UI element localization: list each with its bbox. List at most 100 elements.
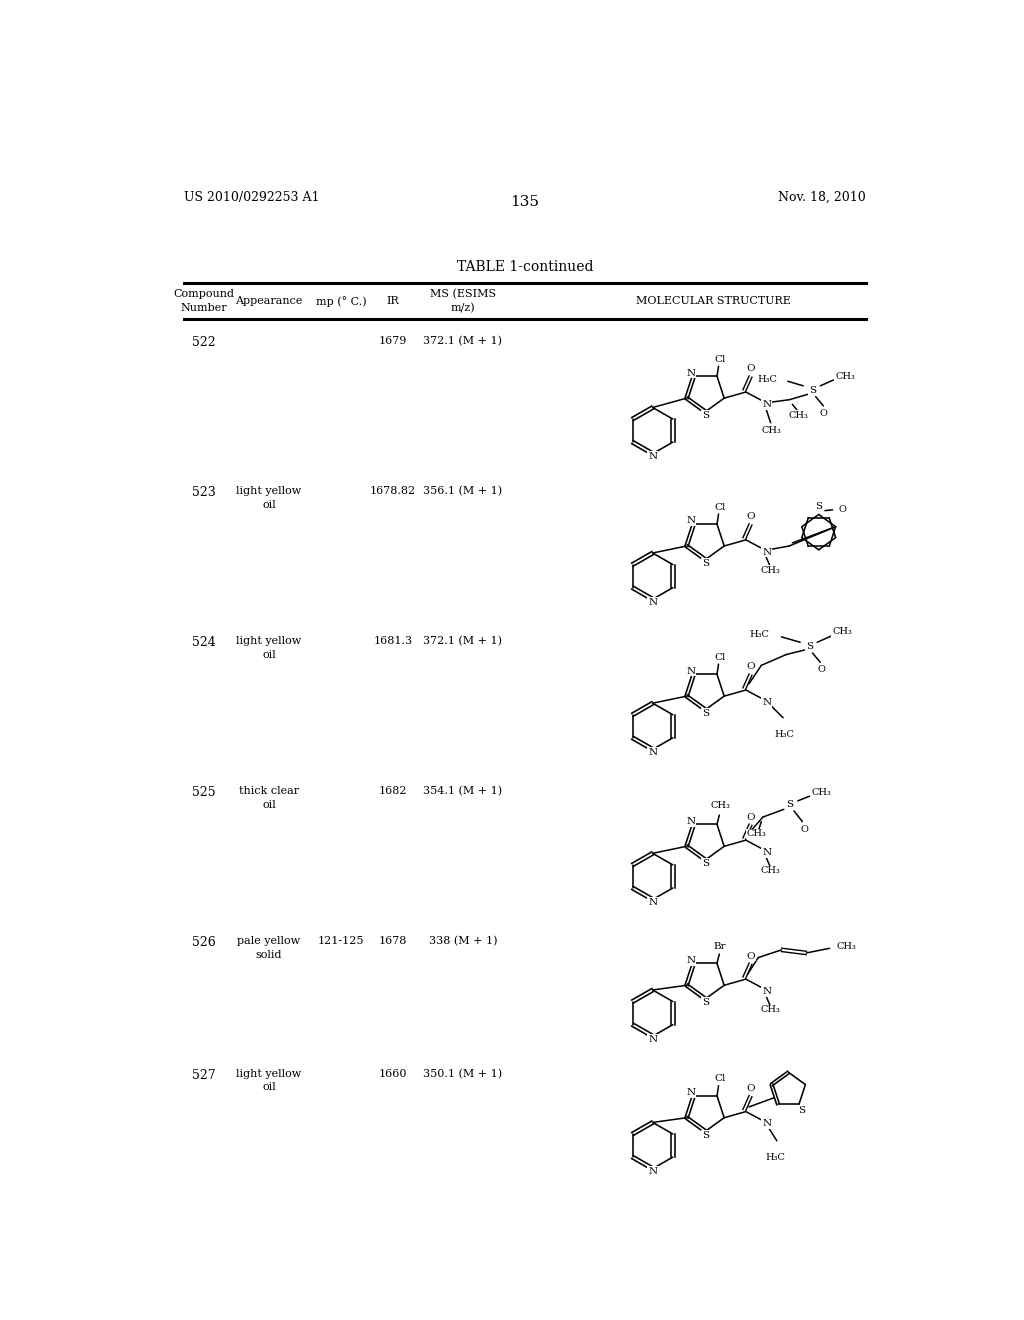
Text: CH₃: CH₃ [836, 372, 855, 381]
Text: O: O [746, 663, 755, 672]
Text: N: N [648, 1035, 657, 1044]
Text: 1681.3: 1681.3 [374, 636, 413, 645]
Text: 1679: 1679 [379, 335, 408, 346]
Text: CH₃: CH₃ [761, 1006, 780, 1015]
Text: oil: oil [262, 499, 275, 510]
Text: N: N [686, 956, 695, 965]
Text: oil: oil [262, 649, 275, 660]
Text: IR: IR [387, 296, 399, 306]
Text: 356.1 (M + 1): 356.1 (M + 1) [423, 486, 503, 496]
Text: S: S [806, 643, 813, 651]
Text: solid: solid [256, 950, 283, 960]
Text: Br: Br [714, 942, 726, 950]
Text: N: N [762, 847, 771, 857]
Text: oil: oil [262, 800, 275, 809]
Text: CH₃: CH₃ [746, 829, 767, 838]
Text: S: S [786, 800, 794, 809]
Text: N: N [648, 748, 657, 756]
Text: N: N [686, 516, 695, 525]
Text: 1678: 1678 [379, 936, 408, 946]
Text: 524: 524 [193, 636, 216, 649]
Text: 354.1 (M + 1): 354.1 (M + 1) [423, 785, 503, 796]
Text: N: N [762, 1119, 771, 1129]
Text: H₃C: H₃C [750, 630, 769, 639]
Text: N: N [686, 368, 695, 378]
Text: O: O [746, 512, 755, 521]
Text: S: S [701, 1131, 709, 1139]
Text: CH₃: CH₃ [762, 426, 781, 436]
Text: m/z): m/z) [451, 304, 475, 313]
Text: TABLE 1-continued: TABLE 1-continued [457, 260, 593, 275]
Text: 1660: 1660 [379, 1069, 408, 1078]
Text: Cl: Cl [715, 355, 726, 364]
Text: O: O [746, 952, 755, 961]
Text: CH₃: CH₃ [788, 411, 809, 420]
Text: Number: Number [180, 304, 227, 313]
Text: O: O [746, 813, 755, 821]
Text: 526: 526 [193, 936, 216, 949]
Text: CH₃: CH₃ [761, 866, 780, 875]
Text: light yellow: light yellow [237, 1069, 302, 1078]
Text: CH₃: CH₃ [811, 788, 831, 797]
Text: N: N [648, 1167, 657, 1176]
Text: S: S [701, 998, 709, 1007]
Text: 372.1 (M + 1): 372.1 (M + 1) [423, 335, 503, 346]
Text: Cl: Cl [715, 653, 726, 661]
Text: O: O [838, 506, 846, 515]
Text: N: N [762, 698, 771, 706]
Text: CH₃: CH₃ [711, 801, 730, 810]
Text: N: N [648, 598, 657, 607]
Text: 121-125: 121-125 [317, 936, 365, 946]
Text: Cl: Cl [715, 503, 726, 512]
Text: Cl: Cl [715, 1074, 726, 1084]
Text: N: N [762, 400, 771, 409]
Text: 527: 527 [193, 1069, 216, 1081]
Text: light yellow: light yellow [237, 636, 302, 645]
Text: N: N [648, 453, 657, 461]
Text: S: S [701, 558, 709, 568]
Text: N: N [762, 548, 771, 557]
Text: CH₃: CH₃ [833, 627, 852, 636]
Text: N: N [686, 667, 695, 676]
Text: CH₃: CH₃ [837, 942, 856, 952]
Text: O: O [818, 665, 825, 675]
Text: N: N [648, 898, 657, 907]
Text: O: O [800, 825, 808, 834]
Text: H₃C: H₃C [765, 1154, 785, 1163]
Text: 523: 523 [193, 486, 216, 499]
Text: 372.1 (M + 1): 372.1 (M + 1) [423, 636, 503, 645]
Text: 338 (M + 1): 338 (M + 1) [429, 936, 497, 946]
Text: S: S [701, 859, 709, 869]
Text: MS (ESIMS: MS (ESIMS [430, 289, 496, 300]
Text: N: N [762, 987, 771, 997]
Text: O: O [819, 409, 827, 418]
Text: S: S [815, 503, 822, 511]
Text: H₃C: H₃C [757, 375, 777, 384]
Text: 350.1 (M + 1): 350.1 (M + 1) [423, 1069, 503, 1078]
Text: oil: oil [262, 1082, 275, 1093]
Text: mp (° C.): mp (° C.) [315, 296, 367, 308]
Text: light yellow: light yellow [237, 486, 302, 495]
Text: S: S [809, 385, 816, 395]
Text: Compound: Compound [173, 289, 234, 300]
Text: O: O [746, 364, 755, 374]
Text: S: S [701, 709, 709, 718]
Text: H₃C: H₃C [775, 730, 795, 739]
Text: 135: 135 [510, 194, 540, 209]
Text: Appearance: Appearance [236, 296, 303, 306]
Text: N: N [686, 1088, 695, 1097]
Text: O: O [746, 1084, 755, 1093]
Text: CH₃: CH₃ [761, 566, 780, 576]
Text: N: N [686, 817, 695, 826]
Text: 522: 522 [193, 335, 216, 348]
Text: pale yellow: pale yellow [238, 936, 301, 946]
Text: Nov. 18, 2010: Nov. 18, 2010 [778, 191, 866, 203]
Text: MOLECULAR STRUCTURE: MOLECULAR STRUCTURE [636, 296, 791, 306]
Text: S: S [701, 411, 709, 420]
Text: US 2010/0292253 A1: US 2010/0292253 A1 [183, 191, 319, 203]
Text: 525: 525 [193, 785, 216, 799]
Text: 1682: 1682 [379, 785, 408, 796]
Text: 1678.82: 1678.82 [370, 486, 416, 495]
Text: S: S [799, 1106, 806, 1115]
Text: thick clear: thick clear [239, 785, 299, 796]
